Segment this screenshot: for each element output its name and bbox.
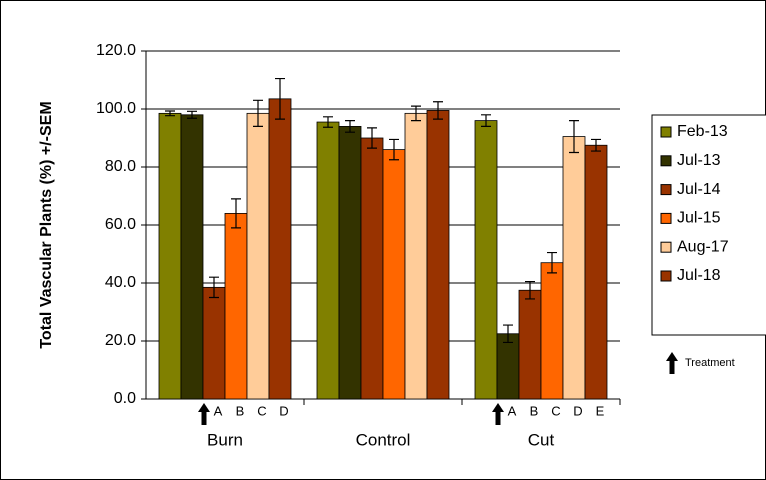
bar [426, 110, 450, 400]
error-bar [525, 280, 535, 300]
bar-letter: B [530, 403, 539, 418]
error-bar [209, 276, 219, 299]
legend-treatment-arrow [666, 352, 678, 361]
bar [562, 136, 586, 400]
error-bar [165, 110, 175, 117]
bar-letter: E [596, 403, 605, 418]
error-bar [231, 198, 241, 229]
error-bar [187, 110, 197, 119]
legend-swatch [660, 155, 672, 167]
error-bar [389, 138, 399, 161]
error-bar [367, 127, 377, 149]
bar-letter: B [236, 403, 245, 418]
y-tick-label: 120.0 [96, 42, 136, 59]
x-tick-label: Cut [528, 430, 555, 449]
x-tick-label: Control [356, 430, 411, 449]
bar [496, 333, 520, 400]
y-tick-label: 20.0 [105, 332, 136, 349]
treatment-arrow [201, 411, 207, 425]
bar [518, 289, 542, 400]
x-tick-label: Burn [207, 430, 243, 449]
error-bar [275, 77, 285, 120]
y-tick-label: 60.0 [105, 216, 136, 233]
error-bar [345, 120, 355, 133]
bar [316, 121, 340, 400]
legend-label: Jul-15 [677, 210, 721, 227]
bar [540, 262, 564, 400]
treatment-arrow [492, 403, 504, 412]
legend-swatch [660, 212, 672, 224]
error-bar [503, 324, 513, 344]
error-bar [323, 116, 333, 128]
treatment-arrow [495, 411, 501, 425]
error-bar [253, 99, 263, 127]
error-bar [547, 251, 557, 274]
bar [474, 120, 498, 400]
legend-label: Aug-17 [677, 238, 729, 255]
bar-letter: A [508, 403, 517, 418]
legend-swatch [660, 270, 672, 282]
legend-swatch [660, 126, 672, 138]
legend-treatment-arrow [669, 360, 675, 374]
error-bar [433, 101, 443, 120]
error-bar [591, 138, 601, 152]
legend-treatment-label: Treatment [685, 357, 735, 369]
bar [338, 126, 362, 400]
bar [382, 149, 406, 400]
legend-label: Feb-13 [677, 123, 728, 140]
y-tick-label: 0.0 [114, 390, 136, 407]
legend-label: Jul-13 [677, 152, 721, 169]
error-bar [569, 120, 579, 154]
bar [202, 286, 226, 400]
bar-letter: C [257, 403, 266, 418]
error-bar [481, 114, 491, 127]
error-bar [411, 105, 421, 122]
bar [224, 212, 248, 400]
bar-letter: D [279, 403, 288, 418]
bar-letter: A [214, 403, 223, 418]
legend-box [651, 114, 766, 336]
bar [404, 112, 428, 400]
legend-swatch [660, 184, 672, 196]
treatment-arrow [198, 403, 210, 412]
legend-swatch [660, 241, 672, 253]
legend-label: Jul-18 [677, 267, 721, 284]
bar-letter: D [573, 403, 582, 418]
bar [180, 114, 204, 400]
legend-label: Jul-14 [677, 181, 721, 198]
bar [158, 112, 182, 400]
bar-letter: C [551, 403, 560, 418]
y-tick-label: 40.0 [105, 274, 136, 291]
bar [584, 144, 608, 400]
y-tick-label: 80.0 [105, 158, 136, 175]
y-axis-title: Total Vascular Plants (%) +/-SEM [38, 101, 55, 348]
y-tick-label: 100.0 [96, 100, 136, 117]
bar [246, 112, 270, 400]
bar [360, 137, 384, 400]
bar [268, 98, 292, 400]
